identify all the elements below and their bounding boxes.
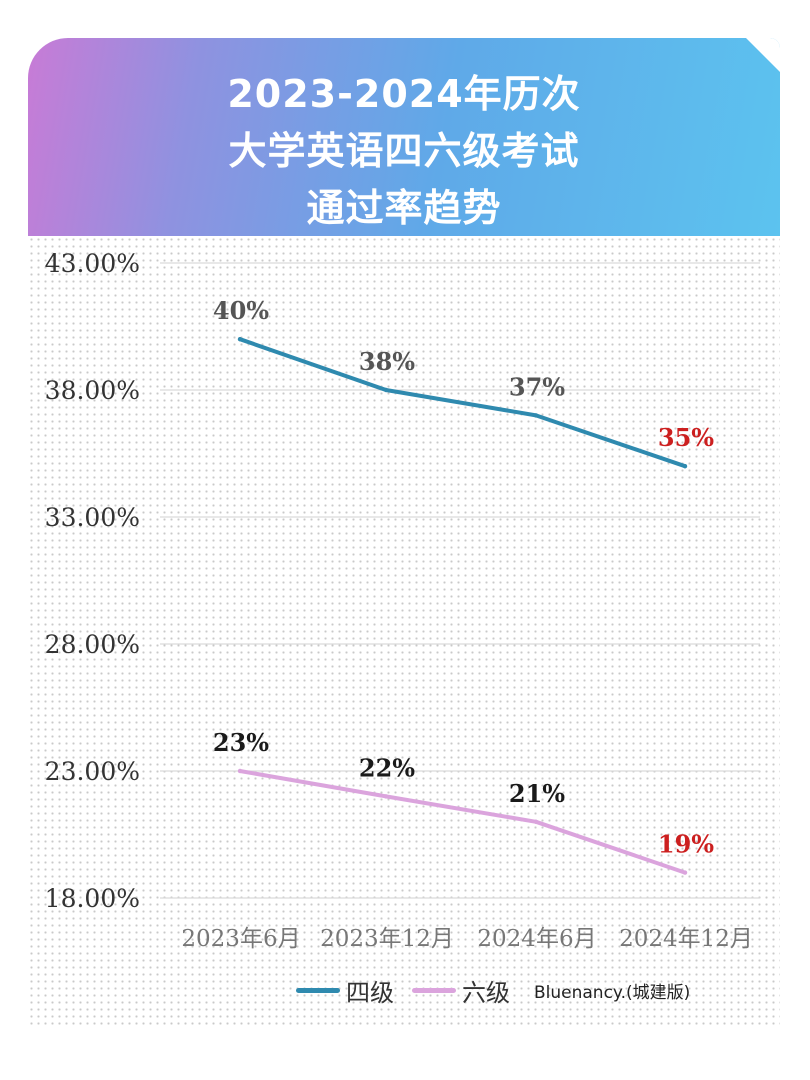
- legend-label: 四级: [346, 978, 394, 1007]
- x-tick-label: 2024年12月: [619, 926, 753, 952]
- legend-item-series-1: 六级: [412, 973, 510, 1008]
- legend-swatch: [296, 987, 340, 993]
- y-tick-label: 33.00%: [45, 503, 140, 532]
- data-label: 35%: [658, 423, 714, 452]
- legend: 四级 六级 Bluenancy.(城建版): [296, 973, 690, 1007]
- legend-item-series-0: 四级: [296, 973, 394, 1008]
- data-label: 37%: [509, 372, 565, 401]
- y-tick-label: 28.00%: [45, 630, 140, 659]
- series-line-1: [238, 769, 687, 875]
- data-point: [533, 819, 539, 824]
- y-tick-label: 18.00%: [45, 884, 140, 913]
- data-label: 21%: [509, 779, 565, 808]
- y-tick-label: 23.00%: [45, 757, 140, 786]
- plot-area-background: [28, 236, 780, 1028]
- data-label: 19%: [658, 830, 714, 859]
- series-line-0: [238, 337, 687, 469]
- x-tick-label: 2023年6月: [181, 926, 300, 952]
- corner-cut: [746, 38, 780, 72]
- y-tick-label: 43.00%: [45, 249, 140, 278]
- credit-text: Bluenancy.(城建版): [534, 982, 691, 1003]
- data-label: 23%: [213, 728, 269, 757]
- legend-swatch: [412, 987, 456, 993]
- data-point: [533, 413, 539, 418]
- x-tick-label: 2023年12月: [320, 926, 454, 952]
- data-point: [682, 870, 688, 875]
- x-tick-label: 2024年6月: [477, 926, 596, 952]
- data-point: [383, 794, 389, 799]
- data-label: 40%: [213, 296, 269, 325]
- title-banner: 2023-2024年历次 大学英语四六级考试 通过率趋势: [28, 38, 780, 236]
- data-point: [682, 464, 688, 469]
- y-tick-label: 38.00%: [45, 376, 140, 405]
- data-label: 22%: [359, 753, 415, 782]
- data-point: [237, 768, 243, 774]
- data-point: [383, 387, 389, 393]
- legend-label: 六级: [462, 978, 510, 1007]
- data-label: 38%: [359, 347, 415, 376]
- data-point: [237, 337, 243, 342]
- chart-title: 2023-2024年历次 大学英语四六级考试 通过率趋势: [227, 72, 581, 230]
